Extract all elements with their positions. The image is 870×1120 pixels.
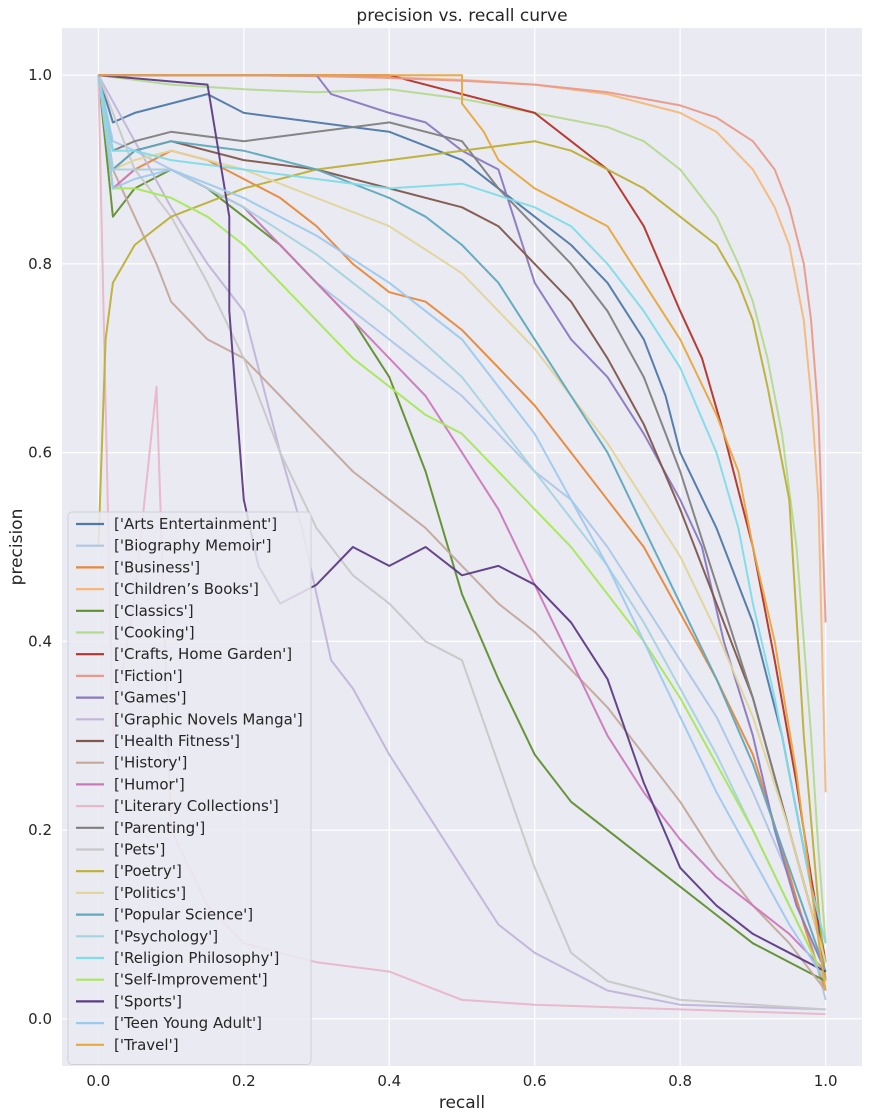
legend-entry: ['Literary Collections'] bbox=[114, 797, 279, 815]
x-tick-label: 0.6 bbox=[523, 1072, 547, 1090]
legend-entry: ['Crafts, Home Garden'] bbox=[114, 645, 292, 663]
series-line-16 bbox=[97, 140, 827, 982]
x-tick-label: 1.0 bbox=[814, 1072, 838, 1090]
series-line-15 bbox=[97, 74, 826, 1011]
legend-entry: ['Religion Philosophy'] bbox=[114, 949, 279, 967]
legend-entry: ['Politics'] bbox=[114, 884, 186, 902]
legend-entry: ['Sports'] bbox=[114, 992, 182, 1010]
x-tick-label: 0.8 bbox=[668, 1072, 692, 1090]
legend-entry: ['Poetry'] bbox=[114, 862, 182, 880]
series-line-9 bbox=[97, 74, 826, 1011]
legend-entry: ['Children’s Books'] bbox=[114, 580, 259, 598]
x-axis-label: recall bbox=[439, 1093, 485, 1113]
legend-entry: ['History'] bbox=[114, 754, 187, 772]
legend-entry: ['Travel'] bbox=[114, 1036, 179, 1054]
legend-entry: ['Health Fitness'] bbox=[114, 732, 240, 750]
series-line-11 bbox=[97, 75, 827, 992]
y-axis-label: precision bbox=[7, 509, 27, 586]
legend: ['Arts Entertainment'] ['Biography Memoir… bbox=[67, 511, 312, 1065]
legend-entry: ['Psychology'] bbox=[114, 927, 218, 945]
tick-labels: 0.0 0.2 0.4 0.6 0.8 1.0 0.0 0.2 0.4 0.6 0.8 1.0 bbox=[28, 66, 837, 1090]
legend-entry: ['Popular Science'] bbox=[114, 906, 253, 924]
series-line-20 bbox=[97, 75, 827, 944]
series-lines bbox=[97, 74, 827, 1016]
legend-entry: ['Arts Entertainment'] bbox=[114, 515, 277, 533]
legend-entry: ['Teen Young Adult'] bbox=[114, 1014, 262, 1032]
legend-entry: ['Parenting'] bbox=[114, 819, 205, 837]
series-line-0 bbox=[97, 74, 827, 982]
series-line-14 bbox=[97, 75, 827, 963]
legend-entry: ['Pets'] bbox=[114, 841, 165, 859]
y-tick-label: 0.4 bbox=[28, 632, 52, 650]
x-tick-label: 0.2 bbox=[232, 1072, 256, 1090]
x-tick-label: 0.0 bbox=[86, 1072, 110, 1090]
legend-entry: ['Self-Improvement'] bbox=[114, 971, 268, 989]
legend-entry: ['Biography Memoir'] bbox=[114, 537, 271, 555]
legend-entry: ['Graphic Novels Manga'] bbox=[114, 710, 303, 728]
y-tick-label: 1.0 bbox=[28, 66, 52, 84]
series-line-21 bbox=[97, 75, 827, 982]
series-line-17 bbox=[97, 75, 827, 963]
series-line-18 bbox=[97, 75, 827, 972]
series-line-24 bbox=[98, 74, 827, 991]
y-tick-label: 0.8 bbox=[28, 255, 52, 273]
y-tick-label: 0.0 bbox=[28, 1010, 52, 1028]
legend-entry: ['Games'] bbox=[114, 689, 186, 707]
series-line-23 bbox=[97, 75, 827, 982]
legend-entry: ['Cooking'] bbox=[114, 624, 195, 642]
legend-box bbox=[67, 511, 312, 1065]
series-line-22 bbox=[98, 74, 827, 973]
y-tick-label: 0.2 bbox=[28, 821, 52, 839]
legend-entry: ['Classics'] bbox=[114, 602, 194, 620]
x-tick-label: 0.4 bbox=[377, 1072, 401, 1090]
y-tick-label: 0.6 bbox=[28, 444, 52, 462]
series-line-8 bbox=[98, 74, 827, 973]
legend-entry: ['Business'] bbox=[114, 558, 200, 576]
series-line-5 bbox=[98, 74, 827, 944]
legend-entry: ['Humor'] bbox=[114, 775, 185, 793]
legend-entry: ['Fiction'] bbox=[114, 667, 183, 685]
chart-title: precision vs. recall curve bbox=[356, 6, 567, 26]
series-line-19 bbox=[97, 75, 827, 982]
